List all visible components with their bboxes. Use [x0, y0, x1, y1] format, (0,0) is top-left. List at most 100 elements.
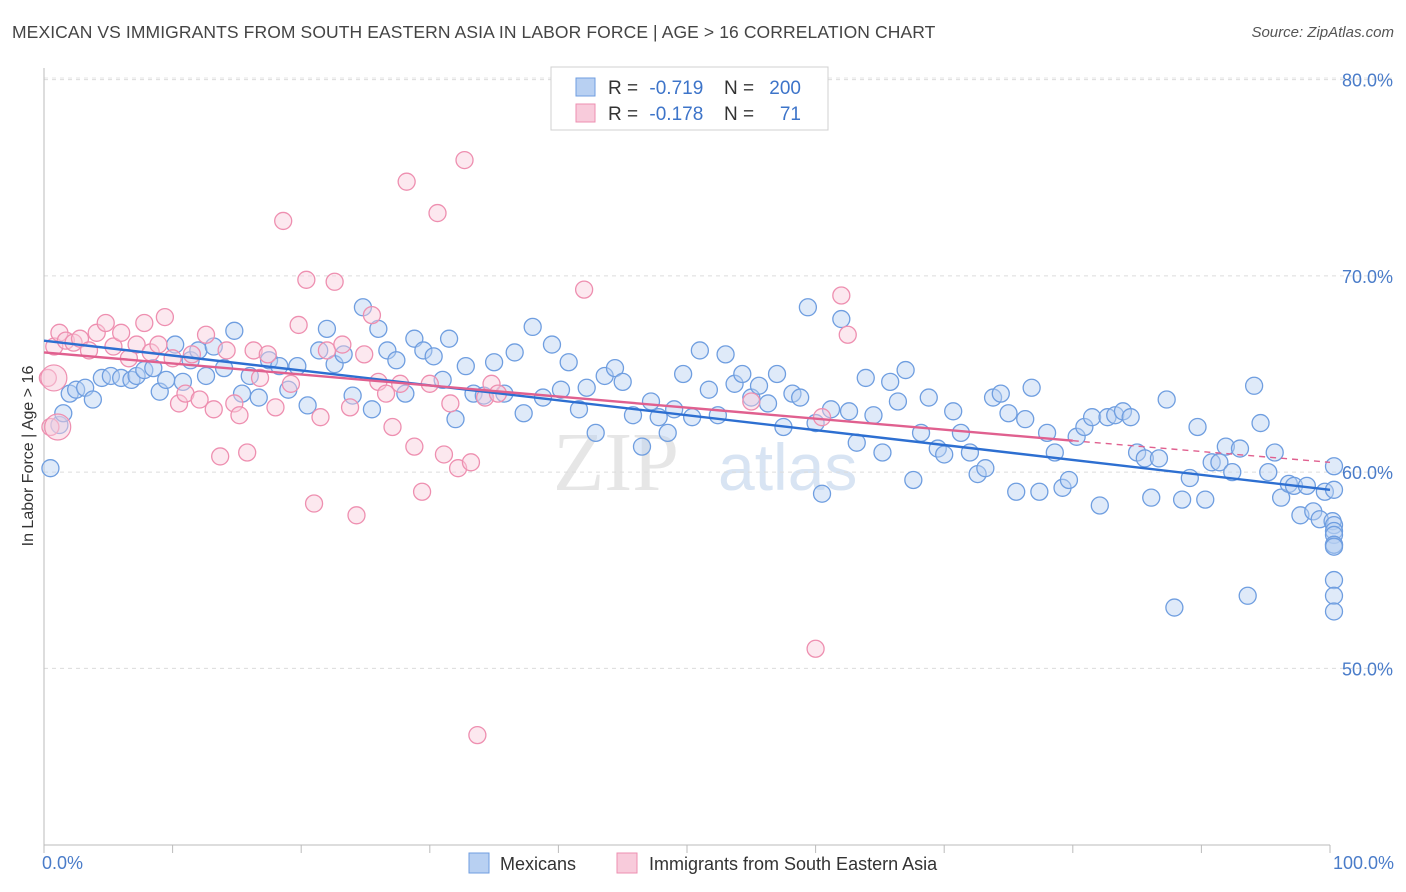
x-tick-label-max: 100.0%	[1333, 853, 1394, 873]
mexicans-point	[484, 353, 504, 372]
mexicans-point	[1030, 482, 1049, 501]
mexicans-point	[1259, 462, 1278, 482]
immigrants-point	[441, 394, 460, 413]
mexicans-point	[935, 445, 954, 464]
mexicans-point	[144, 358, 163, 378]
mexicans-point	[1324, 570, 1344, 590]
immigrants-point	[325, 272, 344, 291]
mexicans-point	[839, 402, 859, 421]
mexicans-point	[196, 366, 216, 386]
immigrants-point	[230, 406, 249, 425]
x-tick-label-min: 0.0%	[42, 853, 83, 873]
immigrants-point	[238, 443, 257, 462]
immigrants-point	[169, 394, 189, 413]
immigrants-point	[362, 305, 382, 325]
immigrants-trend-line-extension	[1072, 440, 1331, 464]
mexicans-point	[1324, 521, 1344, 541]
mexicans-point	[999, 404, 1018, 423]
mexicans-point	[699, 380, 719, 399]
mexicans-point	[1165, 598, 1184, 617]
mexicans-point	[1244, 376, 1264, 395]
watermark-zip: ZIP	[553, 416, 679, 509]
mexicans-point	[1157, 390, 1176, 409]
mexicans-point	[832, 309, 851, 329]
mexicans-point	[951, 423, 971, 443]
mexicans-point	[1075, 417, 1094, 437]
immigrants-point	[742, 392, 761, 411]
mexicans-points	[41, 298, 1344, 621]
immigrants-point	[258, 345, 277, 364]
legend-r-label: R =	[608, 78, 638, 99]
legend-swatch-mexicans	[575, 77, 596, 97]
bottom-legend-immigrants: Immigrants from South Eastern Asia	[649, 854, 938, 874]
mexicans-point	[1172, 490, 1192, 509]
mexicans-point	[387, 351, 406, 370]
immigrants-point	[347, 506, 366, 525]
mexicans-point	[288, 356, 307, 376]
mexicans-point	[791, 388, 810, 407]
mexicans-point	[1210, 453, 1229, 472]
mexicans-point	[1324, 515, 1344, 535]
immigrants-points	[38, 150, 857, 745]
mexicans-point	[716, 345, 735, 364]
immigrants-point	[190, 390, 209, 409]
svg-text:R = -0.719: R = -0.719	[608, 78, 703, 99]
bottom-legend-mexicans: Mexicans	[500, 854, 576, 874]
mexicans-point	[225, 321, 244, 340]
immigrants-point	[311, 408, 330, 427]
mexicans-point	[658, 423, 677, 443]
immigrants-point	[317, 341, 337, 360]
mexicans-point	[551, 380, 571, 399]
mexicans-point	[150, 382, 169, 401]
immigrants-trend-line	[43, 351, 1073, 442]
mexicans-point	[725, 374, 744, 393]
immigrants-point	[412, 482, 432, 501]
mexicans-point	[733, 364, 752, 384]
mexicans-point	[83, 390, 103, 409]
mexicans-point	[1196, 490, 1215, 509]
mexicans-point	[249, 388, 268, 407]
mexicans-point	[812, 484, 832, 503]
mexicans-point	[157, 370, 176, 390]
mexicans-point	[919, 388, 938, 407]
immigrants-point	[217, 341, 236, 360]
mexicans-point	[888, 392, 908, 411]
series-legend: Mexicans Immigrants from South Eastern A…	[468, 852, 938, 874]
immigrants-point	[149, 335, 168, 354]
mexicans-point	[613, 372, 632, 392]
mexicans-point	[749, 376, 769, 395]
mexicans-point	[259, 351, 279, 370]
mexicans-point	[798, 298, 818, 317]
mexicans-point	[1223, 462, 1242, 482]
mexicans-point	[173, 372, 193, 392]
svg-text:R = -0.178: R = -0.178	[608, 104, 703, 125]
immigrants-point	[297, 270, 316, 289]
immigrants-point	[182, 345, 202, 364]
immigrants-point	[225, 394, 244, 413]
immigrants-point	[468, 725, 487, 745]
mexicans-point	[690, 341, 710, 360]
mexicans-point	[1059, 470, 1079, 490]
mexicans-point	[1082, 408, 1102, 427]
y-tick-label: 60.0%	[1342, 463, 1393, 483]
mexicans-trend-line	[43, 339, 1331, 491]
legend-swatch-immigrants	[575, 103, 596, 123]
bottom-swatch-mexicans	[468, 852, 490, 874]
immigrants-point	[244, 341, 263, 360]
mexicans-point	[1324, 537, 1344, 556]
immigrants-point	[250, 368, 270, 388]
immigrants-point	[135, 313, 154, 333]
axes	[43, 68, 1331, 853]
mexicans-point	[1188, 417, 1207, 437]
immigrants-point	[155, 307, 175, 327]
mexicans-point	[505, 343, 524, 362]
mexicans-point	[1230, 439, 1250, 458]
y-tick-label: 70.0%	[1342, 267, 1393, 287]
bottom-swatch-immigrants	[616, 852, 638, 874]
mexicans-point	[856, 368, 875, 388]
mexicans-point	[1265, 443, 1284, 462]
mexicans-point	[1149, 449, 1169, 468]
immigrants-point	[832, 286, 851, 305]
mexicans-point	[317, 319, 337, 339]
legend-r-value-mexicans: -0.719	[649, 78, 703, 99]
